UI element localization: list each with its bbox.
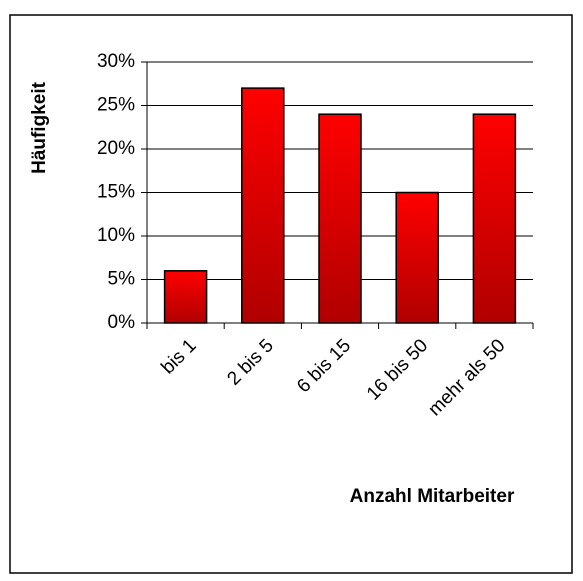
y-tick-label: 10%: [97, 225, 135, 246]
y-tick-label: 0%: [108, 312, 136, 333]
y-tick-label: 5%: [108, 269, 136, 290]
y-axis-title: Häufigkeit: [29, 81, 50, 174]
y-tick-label: 20%: [97, 138, 135, 159]
x-axis-title: Anzahl Mitarbeiter: [350, 486, 515, 507]
y-tick-label: 25%: [97, 95, 135, 116]
bar: [241, 87, 285, 324]
bar: [395, 191, 439, 324]
bar: [472, 113, 517, 324]
bar: [318, 113, 362, 324]
bar: [163, 270, 208, 324]
y-tick-label: 30%: [97, 51, 135, 72]
y-tick-label: 15%: [97, 182, 135, 203]
